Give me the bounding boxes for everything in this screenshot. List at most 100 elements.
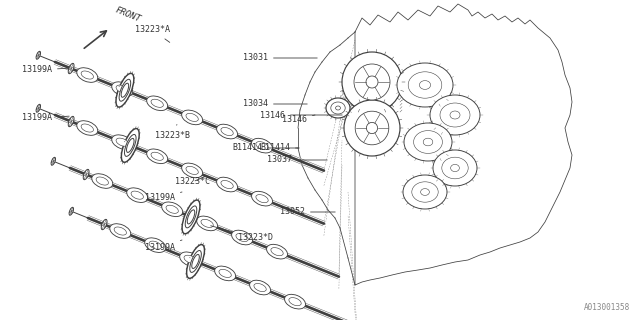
Text: B11414: B11414	[260, 143, 298, 153]
Ellipse shape	[166, 205, 179, 213]
Ellipse shape	[440, 103, 470, 127]
Ellipse shape	[196, 216, 218, 231]
Text: 13199A: 13199A	[145, 240, 182, 252]
Ellipse shape	[285, 294, 305, 309]
Ellipse shape	[397, 63, 453, 107]
Ellipse shape	[81, 124, 93, 132]
Ellipse shape	[121, 83, 129, 97]
Ellipse shape	[250, 280, 271, 295]
Ellipse shape	[413, 131, 442, 153]
Text: B11414: B11414	[232, 143, 300, 153]
Ellipse shape	[412, 182, 438, 202]
Text: 13031: 13031	[243, 53, 317, 62]
Ellipse shape	[187, 244, 204, 278]
Text: 13034: 13034	[243, 100, 307, 108]
Ellipse shape	[420, 188, 429, 196]
Ellipse shape	[201, 219, 213, 228]
Ellipse shape	[266, 244, 287, 259]
Ellipse shape	[114, 227, 127, 235]
Ellipse shape	[430, 95, 480, 135]
Text: 13223*A: 13223*A	[135, 26, 170, 42]
Text: 13037: 13037	[267, 156, 327, 164]
Ellipse shape	[145, 238, 166, 252]
Ellipse shape	[419, 81, 431, 89]
Ellipse shape	[83, 169, 89, 180]
Text: 13223*B: 13223*B	[155, 124, 190, 140]
Text: 13146: 13146	[282, 115, 315, 124]
Ellipse shape	[116, 73, 134, 107]
Ellipse shape	[119, 79, 131, 101]
Ellipse shape	[423, 138, 433, 146]
Ellipse shape	[192, 254, 199, 268]
Ellipse shape	[404, 123, 452, 161]
Ellipse shape	[252, 191, 273, 206]
Ellipse shape	[271, 248, 284, 256]
Ellipse shape	[96, 177, 108, 185]
Ellipse shape	[186, 166, 198, 174]
Ellipse shape	[116, 138, 129, 146]
Ellipse shape	[110, 224, 131, 238]
Ellipse shape	[182, 163, 203, 178]
Ellipse shape	[147, 149, 168, 164]
Ellipse shape	[450, 111, 460, 119]
Ellipse shape	[232, 230, 253, 245]
Ellipse shape	[112, 135, 132, 149]
Ellipse shape	[188, 210, 195, 224]
Ellipse shape	[219, 269, 231, 277]
Ellipse shape	[256, 195, 268, 203]
Circle shape	[366, 122, 378, 134]
Text: 13199A: 13199A	[22, 114, 69, 123]
Ellipse shape	[81, 71, 93, 79]
Ellipse shape	[182, 110, 203, 125]
Ellipse shape	[68, 63, 74, 74]
Ellipse shape	[433, 150, 477, 186]
Ellipse shape	[289, 298, 301, 306]
Ellipse shape	[408, 72, 442, 98]
Text: 13052: 13052	[280, 207, 335, 217]
Text: 13223*C: 13223*C	[175, 176, 210, 187]
Ellipse shape	[151, 152, 163, 160]
Ellipse shape	[149, 241, 161, 249]
Ellipse shape	[122, 129, 140, 162]
Ellipse shape	[51, 157, 56, 165]
Ellipse shape	[451, 164, 460, 172]
Ellipse shape	[131, 191, 143, 199]
Ellipse shape	[254, 284, 266, 292]
Ellipse shape	[151, 99, 163, 107]
Text: FRONT: FRONT	[114, 5, 142, 24]
Ellipse shape	[216, 177, 237, 192]
Ellipse shape	[162, 202, 182, 217]
Ellipse shape	[184, 255, 196, 263]
Ellipse shape	[180, 252, 201, 267]
Text: 13199A: 13199A	[22, 66, 69, 75]
Text: 13146: 13146	[260, 110, 342, 119]
Circle shape	[354, 64, 390, 100]
Ellipse shape	[92, 174, 113, 188]
Text: A013001358: A013001358	[584, 303, 630, 312]
Ellipse shape	[442, 157, 468, 179]
Ellipse shape	[68, 116, 74, 127]
Ellipse shape	[256, 141, 268, 150]
Ellipse shape	[125, 134, 136, 156]
Ellipse shape	[77, 68, 98, 82]
Ellipse shape	[112, 82, 132, 96]
Ellipse shape	[403, 175, 447, 209]
Ellipse shape	[182, 200, 200, 234]
Ellipse shape	[186, 113, 198, 122]
Ellipse shape	[69, 207, 74, 215]
Ellipse shape	[127, 138, 134, 152]
Ellipse shape	[77, 121, 98, 135]
Ellipse shape	[147, 96, 168, 111]
Ellipse shape	[221, 180, 233, 188]
Ellipse shape	[335, 106, 340, 110]
Ellipse shape	[326, 98, 350, 118]
Ellipse shape	[331, 102, 345, 114]
Ellipse shape	[214, 266, 236, 281]
Ellipse shape	[185, 206, 196, 228]
Ellipse shape	[236, 234, 248, 242]
Text: 13223*D: 13223*D	[211, 226, 273, 243]
Circle shape	[344, 100, 400, 156]
Ellipse shape	[36, 104, 40, 112]
Ellipse shape	[116, 85, 129, 93]
Ellipse shape	[36, 51, 40, 59]
